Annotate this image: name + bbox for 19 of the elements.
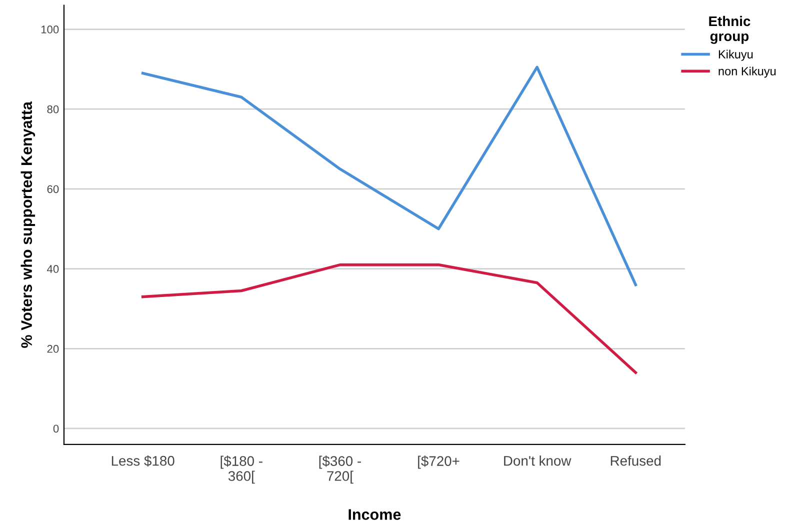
legend-label: non Kikuyu: [718, 66, 776, 78]
y-axis-title: % Voters who supported Kenyatta: [20, 101, 36, 348]
y-tick-label: 40: [47, 265, 59, 273]
x-axis-title: Income: [348, 509, 401, 520]
legend-title: Ethnic group: [709, 16, 750, 44]
x-tick-label: [$360 - 720[: [319, 456, 361, 484]
y-tick-label: 100: [41, 26, 59, 34]
x-tick-label: [$720+: [418, 456, 460, 469]
x-tick-label: Don't know: [504, 456, 572, 466]
y-tick-label: 60: [47, 185, 59, 194]
x-tick-label: [$180 - 360[: [220, 456, 262, 484]
line-series: [141, 66, 638, 286]
x-tick-label: Less $180: [112, 455, 174, 467]
x-tick-label: Refused: [610, 456, 661, 466]
y-tick-label: 0: [53, 424, 59, 433]
y-tick-label: 20: [47, 344, 59, 353]
legend-label: Kikuyu: [718, 50, 753, 61]
line-series: [141, 263, 638, 374]
y-tick-label: 80: [47, 105, 59, 114]
